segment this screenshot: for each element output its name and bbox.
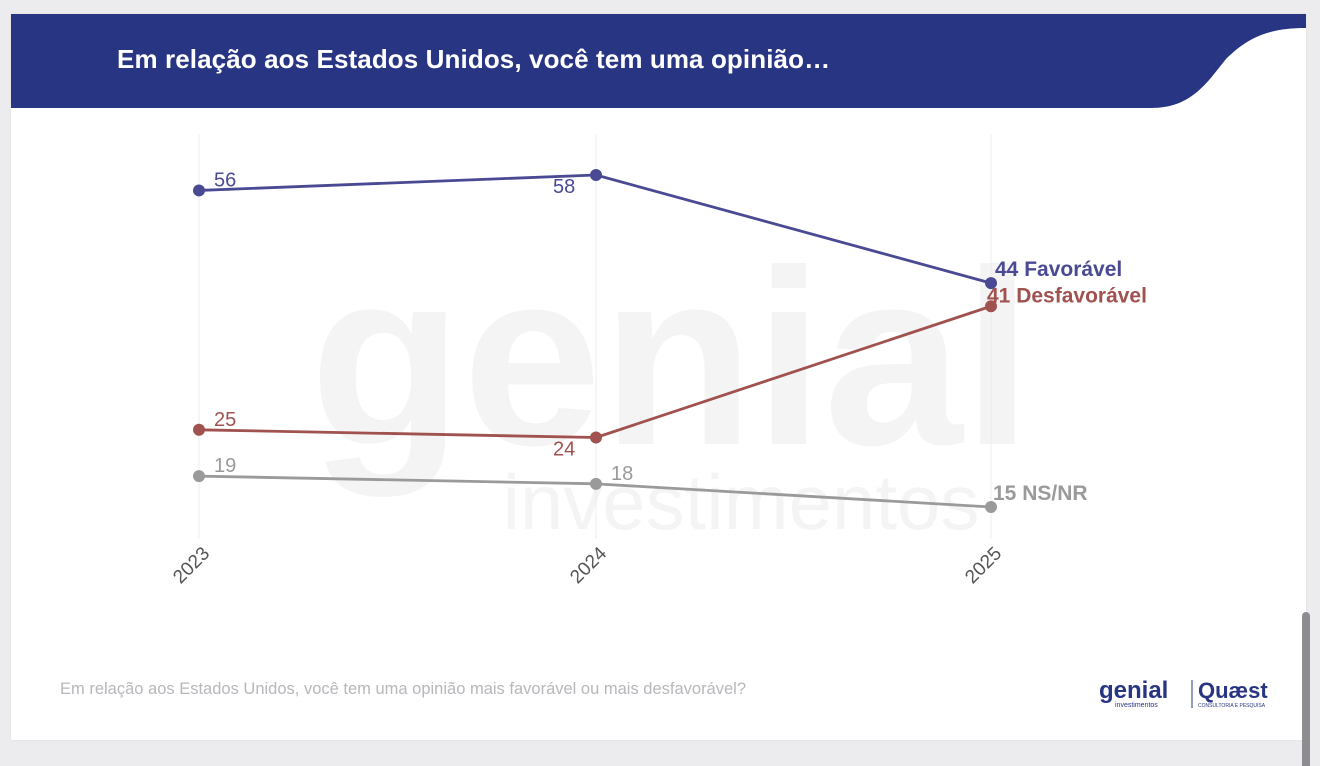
- quaest-logo-sub: CONSULTORIA E PESQUISA: [1198, 703, 1266, 709]
- x-tick-label-2024: 2024: [566, 543, 611, 588]
- data-point-favor-vel-2025: [985, 277, 997, 290]
- data-point-ns-nr-2023: [193, 470, 205, 483]
- data-point-favor-vel-2023: [193, 184, 205, 197]
- end-label-ns-nr: 15 NS/NR: [993, 482, 1088, 505]
- data-label-ns-nr-2023: 19: [214, 455, 236, 477]
- data-point-desfavor-vel-2024: [590, 431, 602, 444]
- series-line-desfavor-vel: [198, 304, 992, 439]
- data-point-ns-nr-2024: [590, 477, 602, 490]
- data-label-desfavor-vel-2023: 25: [214, 409, 236, 431]
- banner-shape: [11, 14, 1306, 108]
- quaest-logo-text: Quæst: [1198, 678, 1268, 703]
- quaest-logo: Quæst CONSULTORIA E PESQUISA: [1198, 678, 1268, 709]
- data-label-desfavor-vel-2024: 24: [553, 439, 575, 461]
- genial-logo-sub: investimentos: [1115, 702, 1158, 709]
- data-point-desfavor-vel-2023: [193, 423, 205, 436]
- end-label-favor-vel: 44 Favorável: [995, 258, 1122, 281]
- scrollbar[interactable]: [1302, 612, 1310, 766]
- data-point-favor-vel-2024: [590, 169, 602, 181]
- x-tick-label-2025: 2025: [961, 543, 1006, 588]
- end-label-desfavor-vel: 41 Desfavorável: [987, 284, 1147, 307]
- header-banner: [11, 14, 1306, 108]
- page-title: Em relação aos Estados Unidos, você tem …: [117, 44, 831, 74]
- slide: Em relação aos Estados Unidos, você tem …: [11, 14, 1306, 740]
- data-label-favor-vel-2024: 58: [553, 176, 575, 198]
- x-tick-label-2023: 2023: [169, 543, 214, 588]
- line-chart: 2023 2024 2025 56 58 44 Favorável 25 24 41 Desfa…: [169, 134, 1147, 588]
- logos: genial investimentos Quæst CONSULTORIA E…: [1099, 677, 1268, 709]
- genial-logo: genial investimentos: [1099, 677, 1168, 709]
- series-line-favor-vel: [198, 173, 992, 285]
- footer-question: Em relação aos Estados Unidos, você tem …: [60, 680, 747, 698]
- data-label-ns-nr-2024: 18: [611, 463, 633, 485]
- data-point-ns-nr-2025: [985, 501, 997, 513]
- data-point-desfavor-vel-2025: [985, 300, 997, 313]
- data-label-favor-vel-2023: 56: [214, 169, 236, 191]
- genial-logo-text: genial: [1099, 677, 1168, 704]
